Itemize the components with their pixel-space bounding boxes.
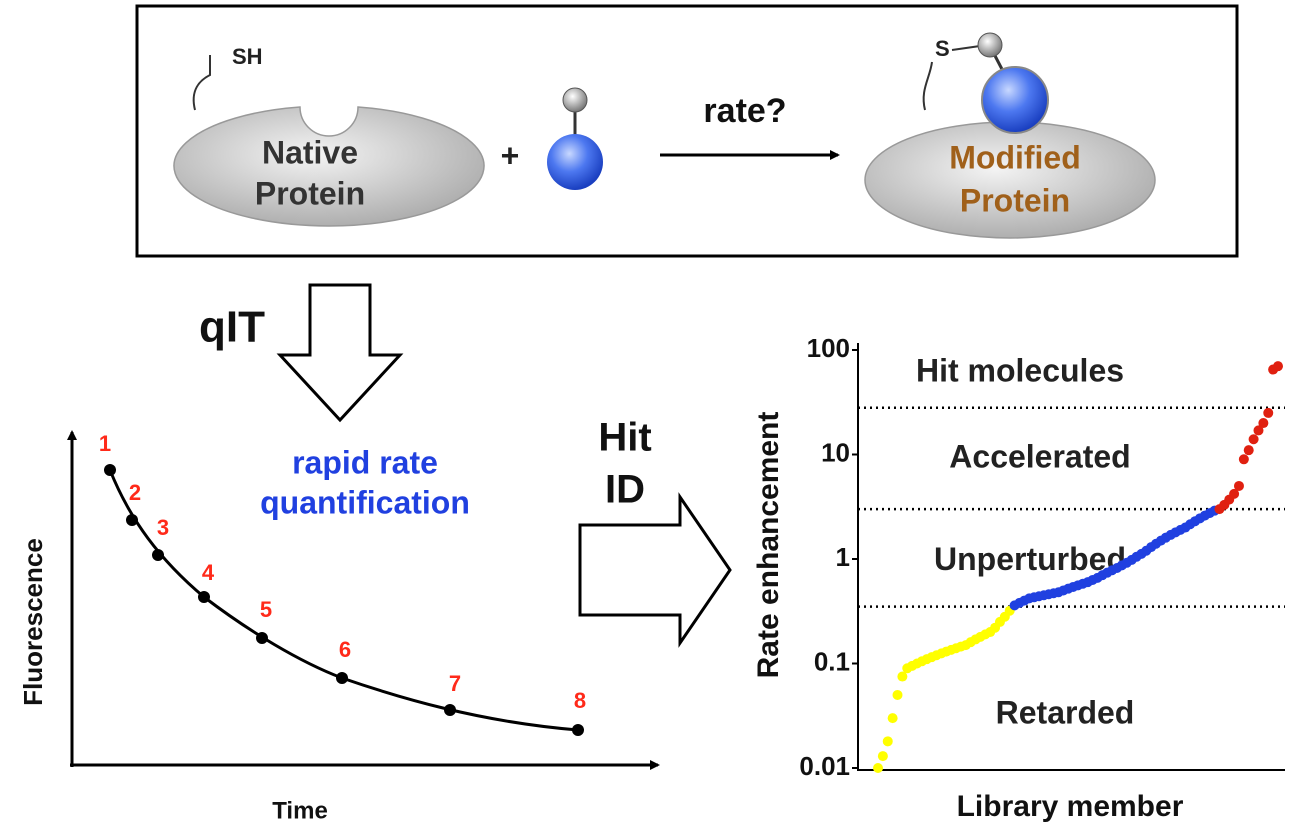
arrow-label: rate?: [703, 92, 786, 130]
right-arrow: [578, 492, 732, 648]
decay-curve: [108, 469, 579, 732]
library-point: [887, 713, 898, 724]
thiol-label: SH: [232, 44, 263, 69]
library-point: [897, 671, 908, 682]
library-point: [1243, 445, 1254, 456]
region-label: Hit molecules: [916, 353, 1124, 389]
library-point: [882, 736, 893, 747]
y-axis-label: Rate enhancement: [752, 412, 785, 679]
library-point: [892, 689, 903, 700]
reagent-blue-ball: [547, 134, 603, 190]
kinetic-point: [152, 549, 164, 561]
y-tick-label: 0.01: [799, 751, 850, 781]
library-point: [877, 751, 888, 762]
region-label: Retarded: [996, 695, 1135, 731]
reagent-small-ball: [562, 87, 588, 113]
point-label: 2: [129, 480, 141, 505]
region-label: Unperturbed: [934, 541, 1126, 577]
native-protein: [173, 106, 485, 227]
point-label: 8: [574, 688, 586, 713]
y-tick-label: 0.1: [814, 646, 850, 676]
library-point: [1273, 361, 1283, 372]
kinetic-point: [198, 591, 210, 603]
point-label: 4: [202, 560, 215, 585]
x-axis-label: Time: [272, 797, 328, 824]
y-tick-label: 1: [836, 542, 850, 572]
library-point: [1258, 418, 1269, 429]
point-label: 7: [449, 671, 461, 696]
attached-small-ball: [977, 32, 1003, 58]
hit-id-label: ID: [605, 468, 645, 512]
y-axis-label: Fluorescence: [18, 538, 48, 706]
y-tick-label: 100: [807, 333, 850, 363]
linker: [922, 61, 933, 111]
method-label: qIT: [199, 303, 265, 352]
kinetic-points: 123 4 5 6 7 8: [99, 431, 586, 736]
kinetic-point: [336, 672, 348, 684]
library-point: [1233, 480, 1244, 491]
library-point: [873, 763, 883, 773]
library-point: [1253, 425, 1264, 436]
x-axis-label: Library member: [957, 790, 1184, 823]
library-point: [1238, 454, 1249, 465]
modified-protein-label: Protein: [960, 182, 1070, 218]
linker-bond: [951, 45, 981, 51]
hit-id-label: Hit: [598, 416, 651, 460]
kinetic-point: [126, 514, 138, 526]
point-label: 1: [99, 431, 111, 456]
kinetic-point: [572, 724, 584, 736]
kinetic-point: [104, 464, 116, 476]
rate-chart: Rate enhancement Library member 100 10 1 0.…: [752, 333, 1285, 823]
region-label: Accelerated: [949, 439, 1130, 475]
library-point: [1263, 407, 1274, 418]
method-description: rapid rate: [292, 444, 438, 480]
method-description: quantification: [260, 484, 470, 520]
plus-sign: +: [501, 137, 520, 173]
kinetic-point: [256, 632, 268, 644]
point-label: 5: [260, 597, 272, 622]
modified-protein-label: Modified: [949, 139, 1081, 175]
linker-label: S: [935, 36, 950, 61]
point-label: 3: [157, 515, 169, 540]
native-protein-label: Native: [262, 134, 358, 170]
down-arrow: [276, 283, 404, 423]
library-point: [1248, 434, 1259, 445]
thiol-linker: [192, 55, 211, 111]
library-point: [1229, 488, 1240, 499]
kinetic-point: [444, 704, 456, 716]
native-protein-label: Protein: [255, 175, 365, 211]
point-label: 6: [339, 637, 351, 662]
y-tick-label: 10: [821, 437, 850, 467]
attached-blue-ball: [981, 66, 1049, 134]
